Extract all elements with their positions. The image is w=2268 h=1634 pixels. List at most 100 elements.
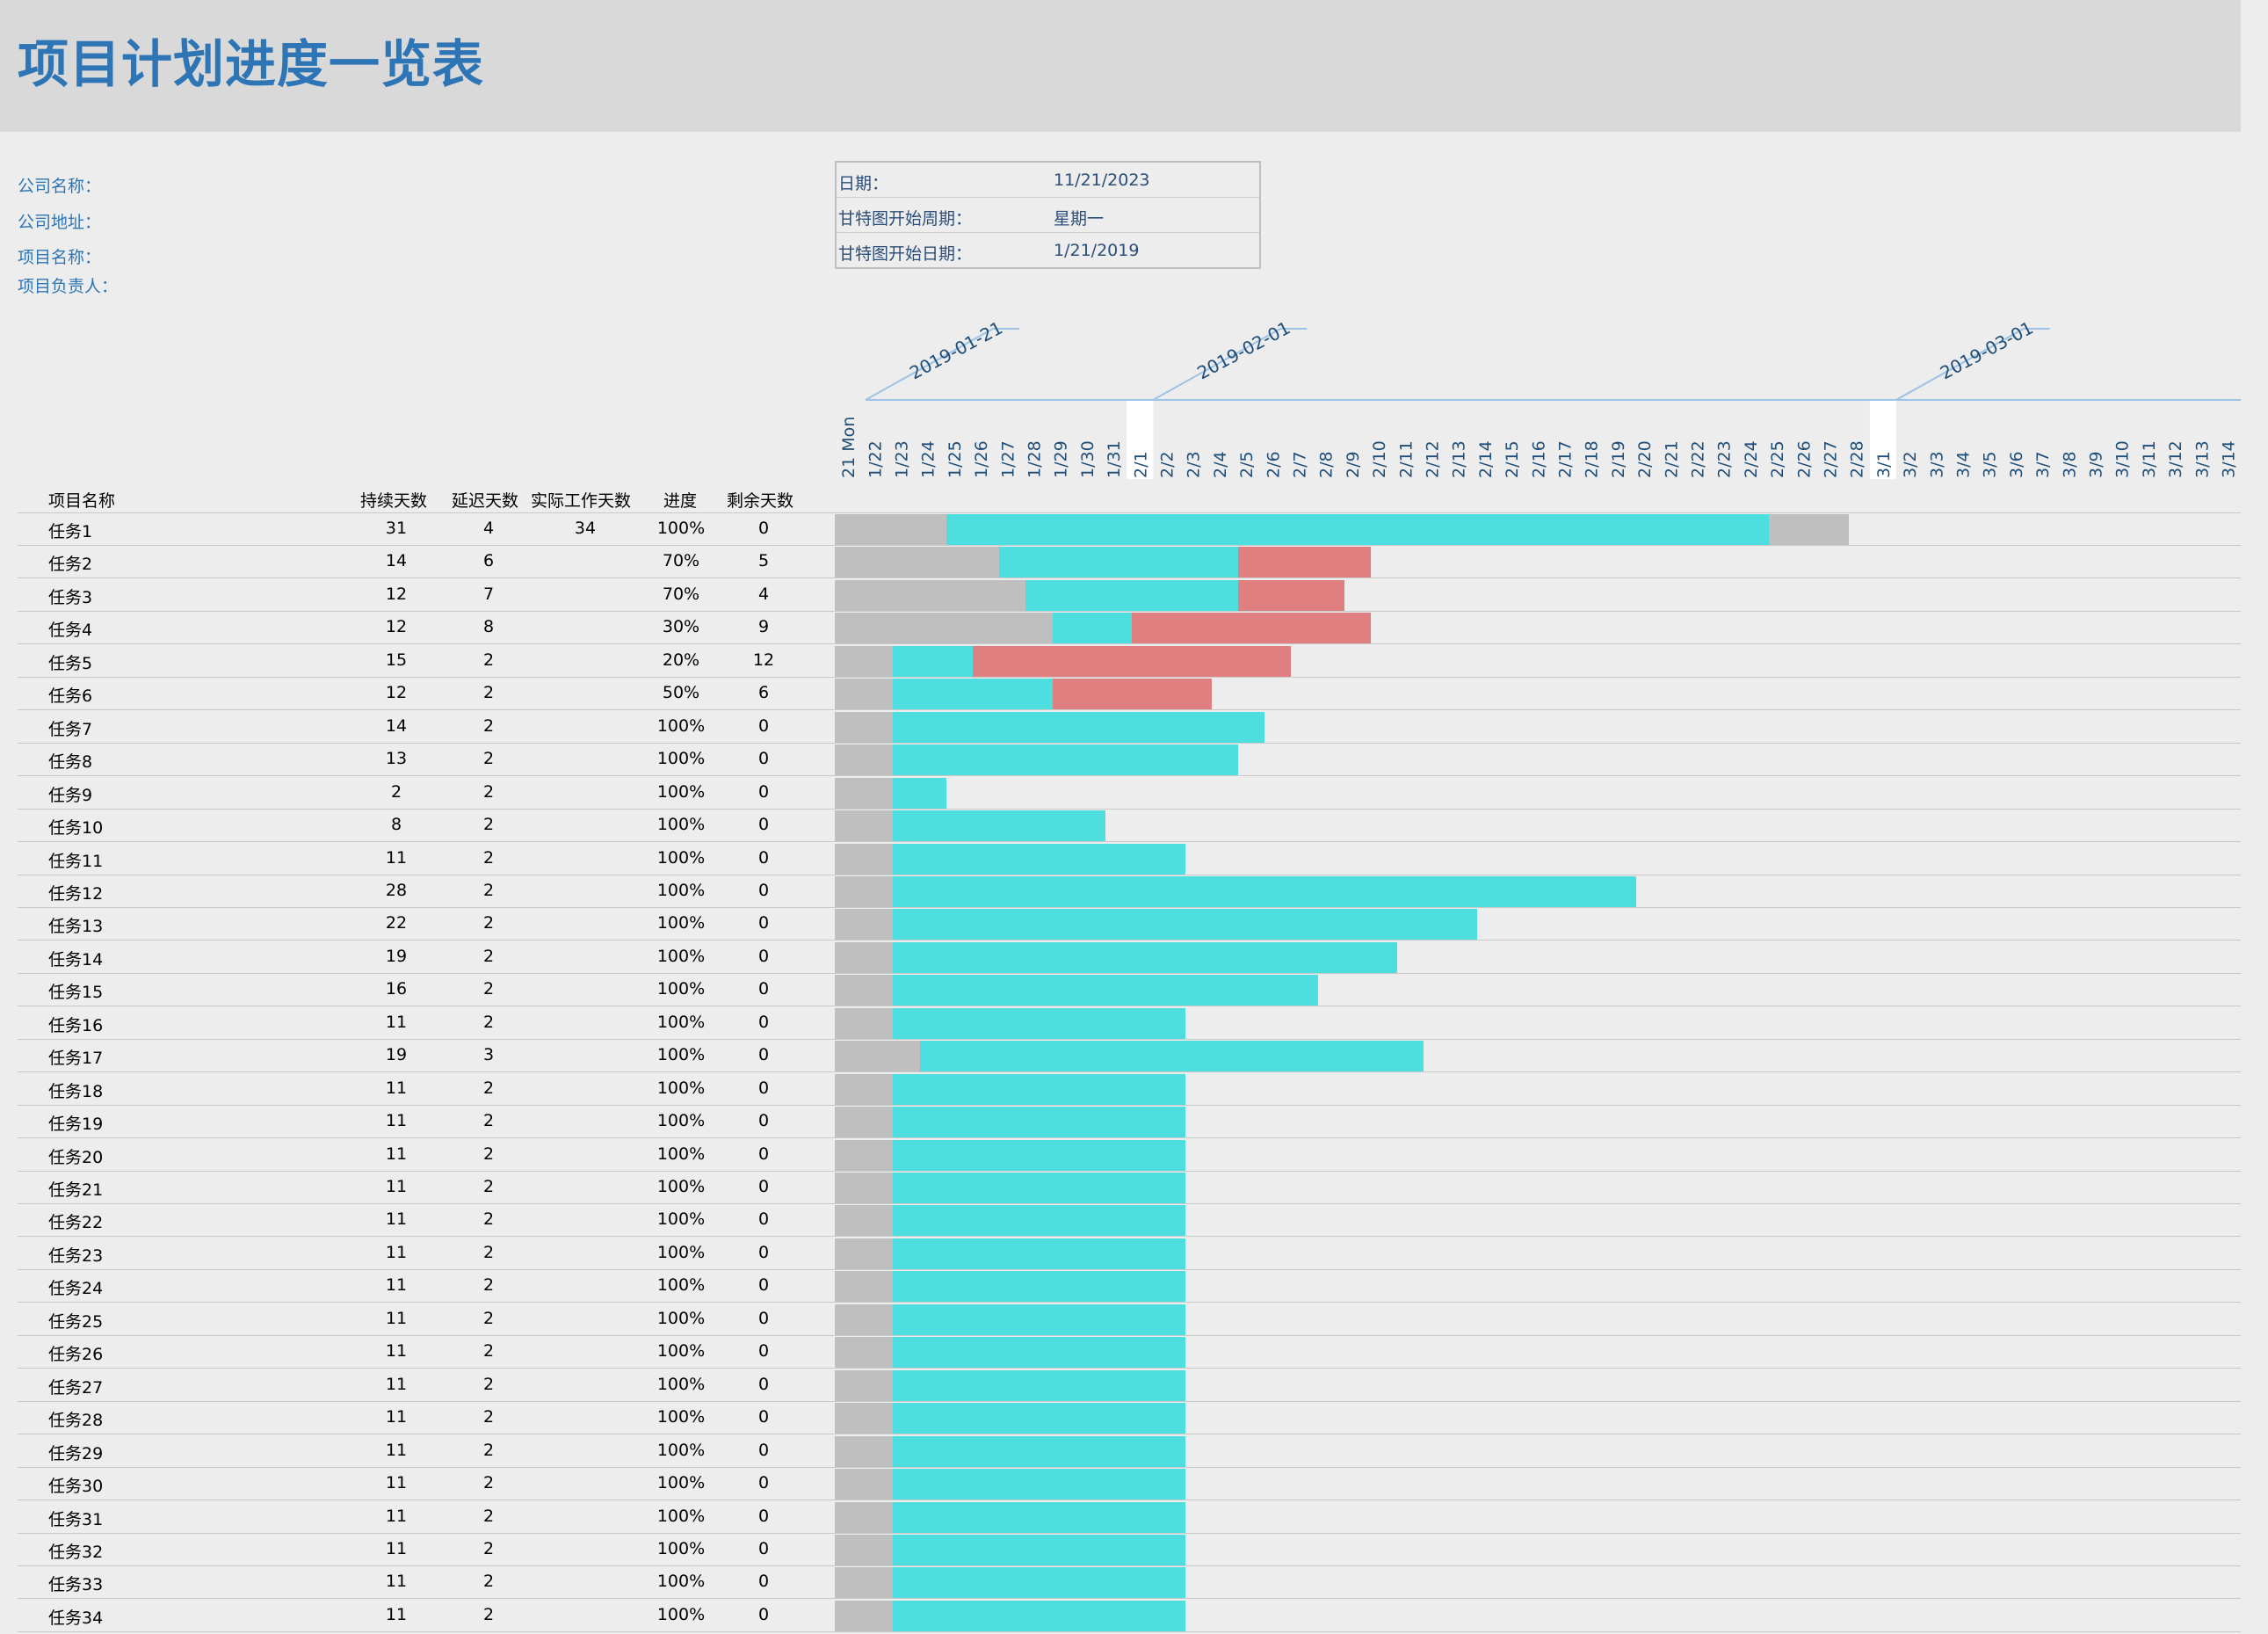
col-header-delay: 延迟天数 (452, 491, 519, 511)
task-progress: 100% (656, 1209, 706, 1230)
day-label: 2/24 (1742, 440, 1761, 478)
table-row[interactable]: 任务34 11 2 100% 0 (0, 1600, 2241, 1632)
gantt-bar-cyan (1052, 613, 1133, 644)
task-remaining: 12 (752, 650, 775, 670)
task-delay: 2 (482, 1078, 495, 1098)
table-row[interactable]: 任务17 19 3 100% 0 (0, 1040, 2241, 1073)
gantt-bar-cyan (893, 1205, 1185, 1237)
table-row[interactable]: 任务3 12 7 70% 4 (0, 579, 2241, 612)
col-header-duration: 持续天数 (360, 491, 428, 511)
task-progress: 100% (656, 1538, 706, 1558)
gantt-bar-cyan (893, 1238, 1185, 1269)
month-label-text: 2019-03-01 (1937, 317, 2037, 384)
task-remaining: 0 (757, 1209, 770, 1230)
gantt-week-value[interactable]: 星期一 (1054, 209, 1105, 229)
task-delay: 2 (482, 979, 495, 999)
task-name: 任务17 (48, 1049, 104, 1069)
table-row[interactable]: 任务33 11 2 100% 0 (0, 1566, 2241, 1600)
table-row[interactable]: 任务24 11 2 100% 0 (0, 1270, 2241, 1304)
table-row[interactable]: 任务5 15 2 20% 12 (0, 645, 2241, 678)
table-row[interactable]: 任务22 11 2 100% 0 (0, 1204, 2241, 1238)
task-name: 任务14 (48, 949, 104, 970)
table-row[interactable]: 任务1 31 4 34 100% 0 (0, 513, 2241, 546)
task-delay: 2 (482, 1440, 495, 1460)
table-row[interactable]: 任务12 28 2 100% 0 (0, 875, 2241, 908)
task-duration: 16 (385, 979, 408, 999)
row-divider (18, 1236, 2241, 1238)
task-progress: 100% (656, 1440, 706, 1460)
gantt-bar-gray (835, 1041, 920, 1072)
task-progress: 100% (656, 847, 706, 868)
date-value[interactable]: 11/21/2023 (1054, 171, 1150, 190)
table-row[interactable]: 任务7 14 2 100% 0 (0, 711, 2241, 744)
gantt-bar-cyan (893, 1469, 1185, 1500)
table-row[interactable]: 任务26 11 2 100% 0 (0, 1336, 2241, 1369)
day-label: 1/29 (1052, 440, 1071, 478)
row-divider (18, 1302, 2241, 1304)
table-row[interactable]: 任务32 11 2 100% 0 (0, 1534, 2241, 1566)
day-label: 1/27 (998, 440, 1018, 478)
task-remaining: 0 (757, 1045, 770, 1065)
table-row[interactable]: 任务11 11 2 100% 0 (0, 843, 2241, 875)
task-delay: 2 (482, 749, 495, 769)
task-progress: 100% (656, 715, 706, 736)
table-row[interactable]: 任务20 11 2 100% 0 (0, 1139, 2241, 1172)
table-row[interactable]: 任务19 11 2 100% 0 (0, 1106, 2241, 1139)
table-row[interactable]: 任务15 16 2 100% 0 (0, 974, 2241, 1007)
gantt-bar-cyan (946, 514, 1770, 545)
table-row[interactable]: 任务23 11 2 100% 0 (0, 1238, 2241, 1270)
table-row[interactable]: 任务10 8 2 100% 0 (0, 810, 2241, 843)
table-row[interactable]: 任务16 11 2 100% 0 (0, 1007, 2241, 1040)
task-duration: 11 (385, 847, 408, 868)
table-row[interactable]: 任务29 11 2 100% 0 (0, 1435, 2241, 1468)
day-label: 2/8 (1317, 451, 1337, 478)
day-label: 2/10 (1370, 440, 1389, 478)
gantt-bar-cyan (893, 1007, 1185, 1039)
gantt-bar-gray (835, 613, 1053, 644)
table-row[interactable]: 任务9 2 2 100% 0 (0, 777, 2241, 810)
task-remaining: 0 (757, 979, 770, 999)
table-row[interactable]: 任务21 11 2 100% 0 (0, 1172, 2241, 1204)
task-delay: 6 (482, 551, 495, 571)
task-name: 任务15 (48, 983, 104, 1003)
table-row[interactable]: 任务18 11 2 100% 0 (0, 1073, 2241, 1106)
gantt-bar-red (1132, 613, 1372, 644)
gantt-bar-cyan (893, 1073, 1185, 1105)
table-row[interactable]: 任务6 12 2 50% 6 (0, 678, 2241, 711)
table-row[interactable]: 任务14 19 2 100% 0 (0, 941, 2241, 974)
gantt-bar-cyan (1025, 579, 1239, 611)
table-row[interactable]: 任务27 11 2 100% 0 (0, 1369, 2241, 1402)
row-divider (18, 972, 2241, 974)
date-label: 日期： (838, 174, 889, 193)
gantt-bar-cyan (893, 843, 1185, 875)
task-duration: 12 (385, 617, 408, 637)
task-remaining: 0 (757, 1341, 770, 1362)
task-remaining: 0 (757, 1604, 770, 1624)
table-row[interactable]: 任务2 14 6 70% 5 (0, 546, 2241, 579)
task-remaining: 0 (757, 815, 770, 835)
table-row[interactable]: 任务30 11 2 100% 0 (0, 1468, 2241, 1501)
table-row[interactable]: 任务13 22 2 100% 0 (0, 908, 2241, 941)
col-header-progress: 进度 (663, 491, 698, 511)
row-divider (18, 1466, 2241, 1468)
task-duration: 11 (385, 1012, 408, 1032)
task-duration: 11 (385, 1144, 408, 1164)
table-row[interactable]: 任务28 11 2 100% 0 (0, 1402, 2241, 1435)
task-name: 任务10 (48, 818, 104, 839)
table-row[interactable]: 任务8 13 2 100% 0 (0, 744, 2241, 777)
task-name: 任务6 (48, 686, 93, 707)
gantt-bar-gray (835, 514, 946, 545)
task-duration: 14 (385, 715, 408, 736)
table-row[interactable]: 任务25 11 2 100% 0 (0, 1304, 2241, 1336)
day-label: 2/13 (1450, 440, 1469, 478)
day-label: 2/17 (1556, 440, 1576, 478)
gantt-week-label: 甘特图开始周期： (838, 209, 973, 229)
gantt-start-value[interactable]: 1/21/2019 (1054, 241, 1140, 260)
row-divider (18, 1203, 2241, 1204)
day-label: 2/28 (1848, 440, 1867, 478)
task-progress: 100% (656, 913, 706, 933)
task-duration: 14 (385, 551, 408, 571)
gantt-bar-cyan (893, 744, 1239, 776)
table-row[interactable]: 任务4 12 8 30% 9 (0, 612, 2241, 645)
table-row[interactable]: 任务31 11 2 100% 0 (0, 1501, 2241, 1534)
